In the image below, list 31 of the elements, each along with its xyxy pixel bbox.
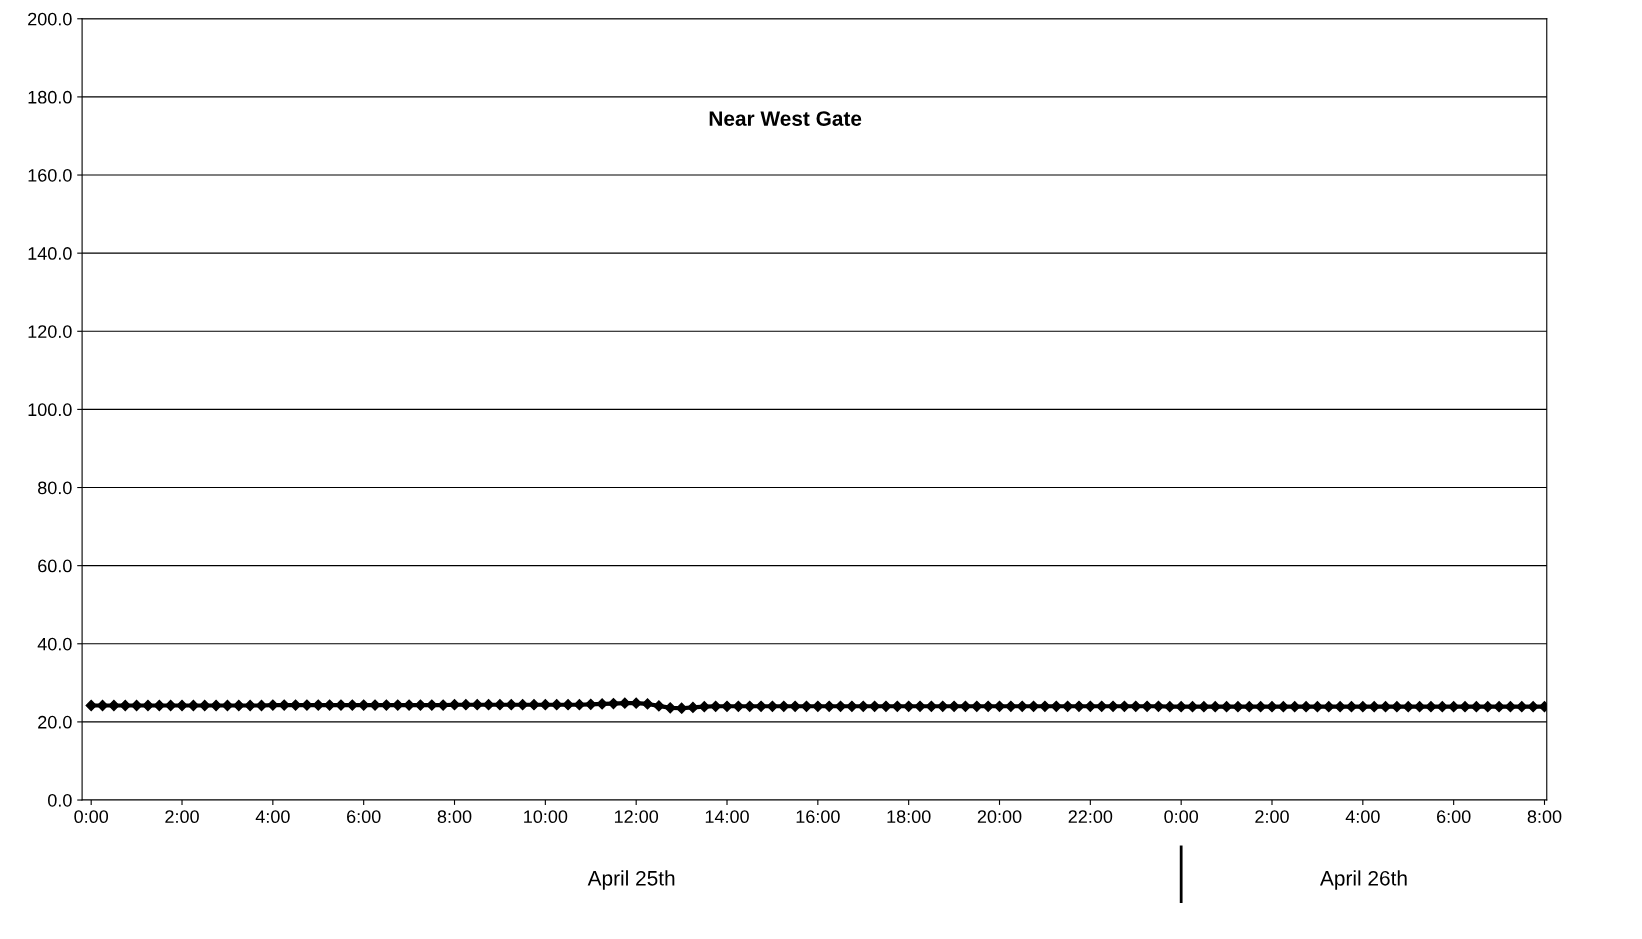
- x-tick-label: 10:00: [524, 810, 568, 824]
- x-tick-label: 0:00: [1164, 810, 1199, 824]
- x-tick-label: 8:00: [1527, 810, 1562, 824]
- y-tick-label: 20.0: [38, 715, 72, 729]
- x-tick-label: 4:00: [1345, 810, 1380, 824]
- x-tick-label: 8:00: [437, 810, 472, 824]
- x-tick-label: 6:00: [347, 810, 381, 824]
- text: April 26th: [1320, 870, 1407, 890]
- x-tick-label: 12:00: [614, 810, 659, 824]
- text: Near West Gate: [709, 111, 862, 126]
- y-tick-label: 0.0: [47, 793, 72, 807]
- x-tick-label: 6:00: [1437, 810, 1471, 824]
- x-tick-label: 2:00: [165, 810, 199, 824]
- y-tick-label: 200.0: [28, 12, 72, 26]
- y-tick-label: 80.0: [38, 481, 72, 495]
- y-tick-label: 40.0: [37, 637, 72, 651]
- x-tick-label: 0:00: [74, 810, 109, 824]
- x-tick-label: 4:00: [255, 810, 290, 824]
- text: April 25th: [587, 870, 675, 890]
- x-tick-label: 2:00: [1255, 810, 1289, 824]
- x-tick-label: 16:00: [796, 810, 840, 824]
- y-tick-label: 180.0: [28, 90, 72, 104]
- x-tick-label: 14:00: [705, 810, 749, 824]
- y-tick-label: 160.0: [28, 168, 72, 182]
- y-tick-label: 140.0: [28, 247, 72, 260]
- x-tick-label: 20:00: [977, 810, 1022, 824]
- x-tick-label: 22:00: [1068, 810, 1113, 824]
- y-tick-label: 60.0: [38, 559, 72, 573]
- x-tick-label: 18:00: [887, 810, 931, 824]
- y-tick-label: 120.0: [28, 325, 72, 338]
- y-tick-label: 100.0: [28, 403, 72, 417]
